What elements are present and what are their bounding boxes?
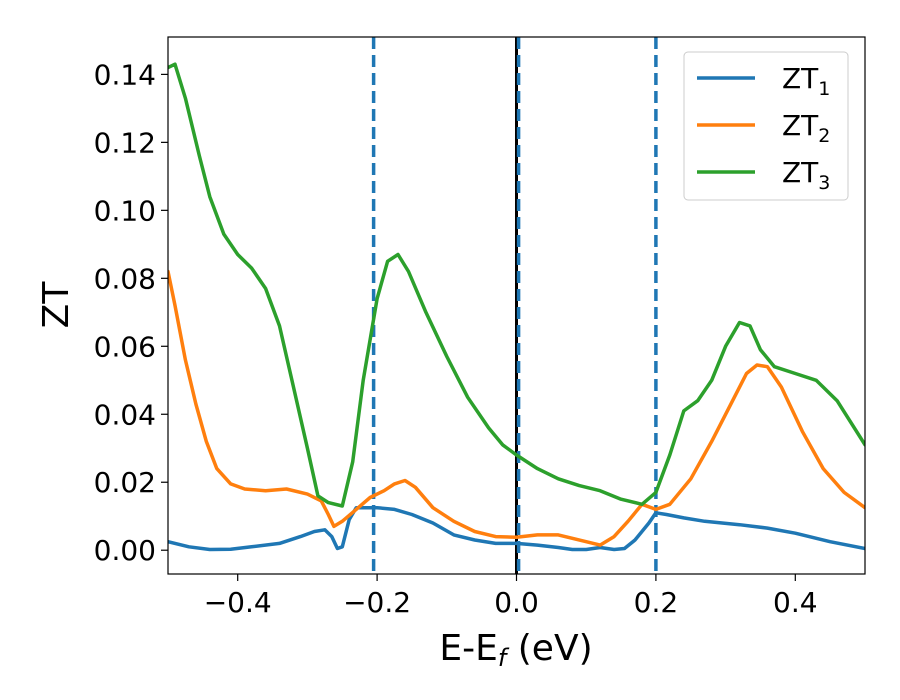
series-line-zt1 [168,505,865,552]
legend: ZT1 ZT2 ZT3 [683,51,849,201]
y-tick-label: 0.10 [94,194,156,227]
y-tick-label: 0.02 [94,466,156,499]
series-line-zt2 [168,269,865,547]
y-tick-label: 0.04 [94,398,156,431]
legend-entry-zt2: ZT2 [782,109,830,147]
x-tick-label: 0.4 [773,586,818,619]
x-tick-label: −0.2 [343,586,411,619]
y-tick-label: 0.06 [94,330,156,363]
legend-box [683,51,849,201]
x-axis-label: E-Ef (eV) [439,628,592,672]
x-tick-label: −0.4 [204,586,272,619]
y-tick-label: 0.14 [94,58,156,91]
y-tick-label: 0.12 [94,126,156,159]
y-tick-label: 0.00 [94,534,156,567]
series-line-zt3 [168,62,865,508]
legend-entry-zt3: ZT3 [782,156,830,194]
x-tick-label: 0.2 [634,586,679,619]
y-tick-label: 0.08 [94,262,156,295]
x-tick-label: 0.0 [494,586,539,619]
y-axis-label: ZT [36,281,77,329]
legend-entry-zt1: ZT1 [782,62,830,100]
